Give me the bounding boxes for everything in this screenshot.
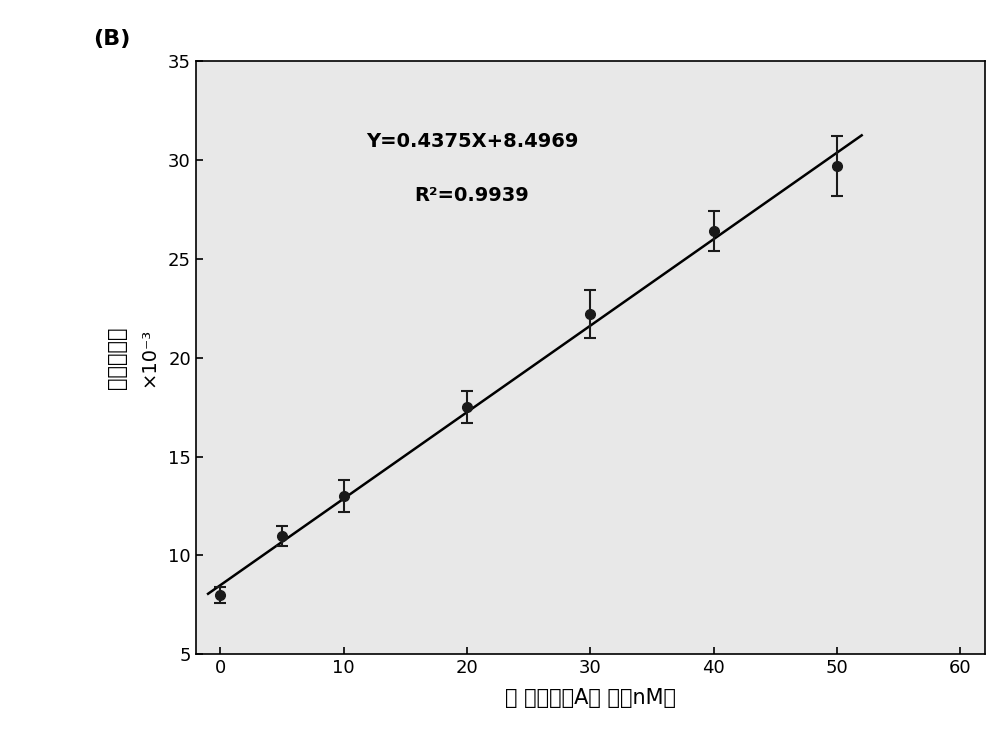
Text: R²=0.9939: R²=0.9939 xyxy=(415,186,529,204)
Text: (B): (B) xyxy=(93,30,131,49)
X-axis label: 赭 曲霉毒素A浓 度（nM）: 赭 曲霉毒素A浓 度（nM） xyxy=(505,689,676,708)
Text: ×10⁻³: ×10⁻³ xyxy=(139,328,158,387)
Text: Y=0.4375X+8.4969: Y=0.4375X+8.4969 xyxy=(366,132,578,151)
Text: 荧光偏振值: 荧光偏振值 xyxy=(107,326,127,389)
